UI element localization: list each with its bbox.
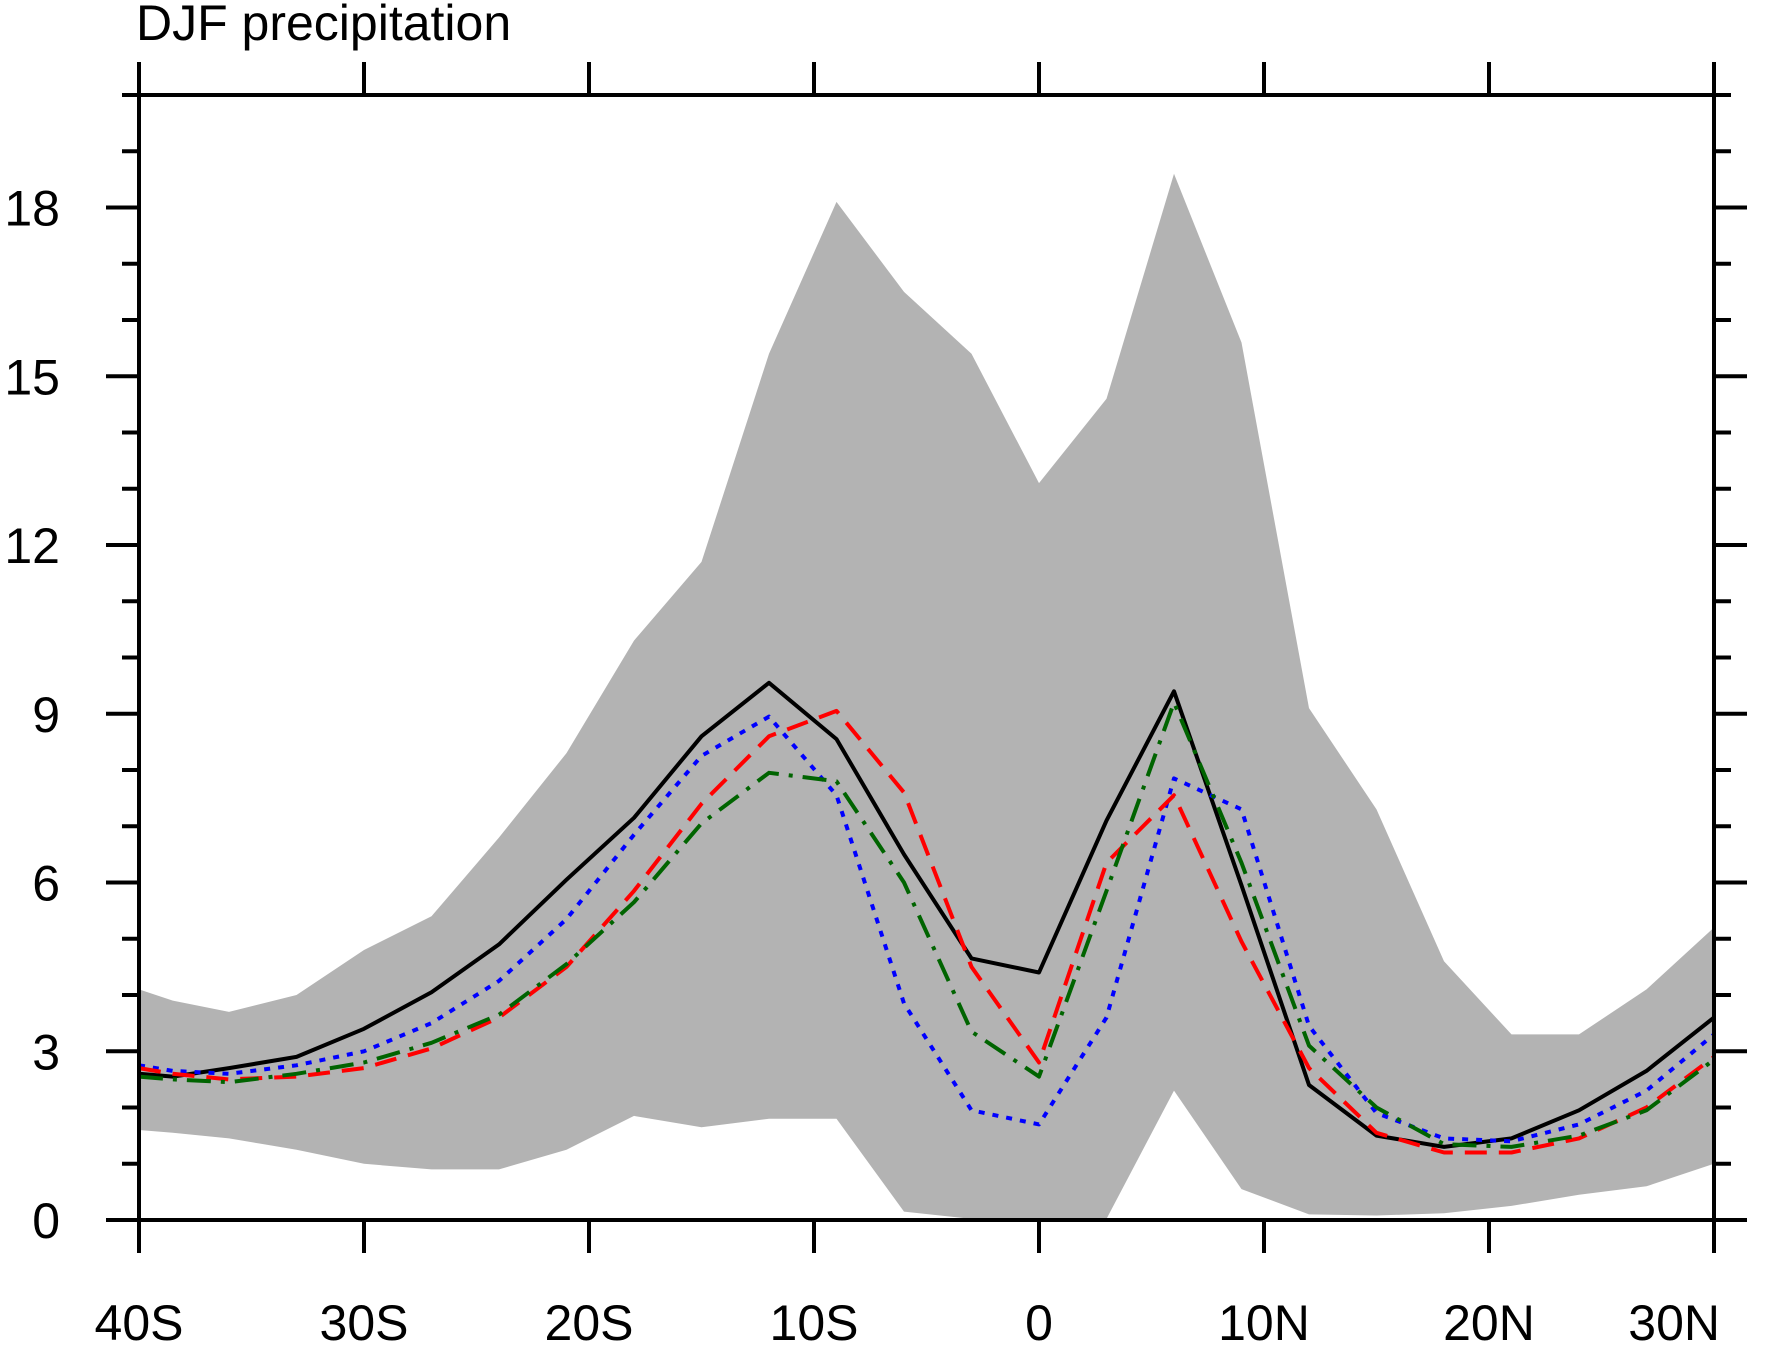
x-tick-label: 30N	[1628, 1295, 1720, 1346]
tick-labels: 40S 30S 20S 10S 0 10N 20N 30N 0 3 6 9 12 15 18	[4, 181, 1720, 1346]
y-tick-label: 15	[4, 349, 60, 405]
precipitation-range-band	[139, 173, 1714, 1219]
y-tick-label: 3	[32, 1024, 60, 1080]
series-line-2	[138, 714, 1716, 1144]
series-line-1	[138, 680, 1716, 1149]
x-tick-label: 20S	[545, 1295, 634, 1346]
series-line-4	[138, 700, 1716, 1149]
x-tick-label: 10S	[770, 1295, 859, 1346]
y-tick-label: 18	[4, 181, 60, 237]
x-tick-label: 40S	[95, 1295, 184, 1346]
y-tick-label: 0	[32, 1193, 60, 1249]
series-lines	[138, 680, 1716, 1155]
y-tick-label: 9	[32, 687, 60, 743]
series-line-3	[138, 708, 1716, 1155]
range-band-area	[139, 173, 1714, 1219]
x-tick-label: 20N	[1443, 1295, 1535, 1346]
axis-ticks	[106, 62, 1747, 1253]
x-tick-label: 0	[1025, 1295, 1053, 1346]
y-tick-label: 6	[32, 856, 60, 912]
x-tick-label: 30S	[320, 1295, 409, 1346]
y-tick-label: 12	[4, 518, 60, 574]
x-tick-label: 10N	[1218, 1295, 1310, 1346]
chart-title: DJF precipitation	[136, 0, 511, 51]
